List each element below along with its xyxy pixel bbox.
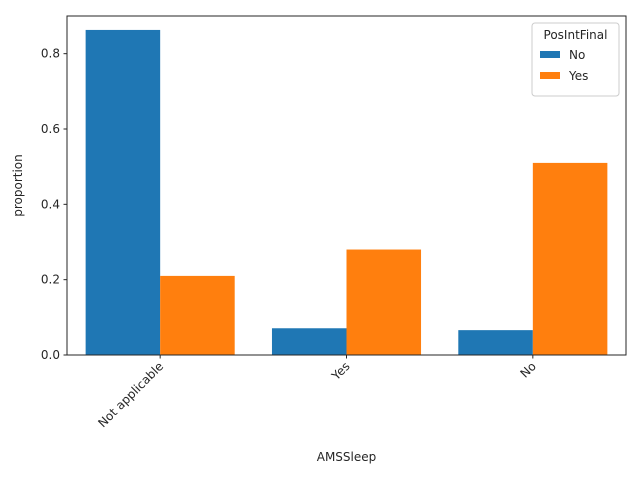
y-axis-label: proportion: [11, 154, 25, 217]
legend-swatch-yes: [540, 72, 560, 79]
x-axis-label: AMSSleep: [317, 450, 377, 464]
bar-yes-2: [532, 162, 608, 355]
legend-swatch-no: [540, 51, 560, 58]
y-tick-label: 0.0: [41, 348, 60, 362]
y-tick-label: 0.6: [41, 122, 60, 136]
legend-label-yes: Yes: [568, 69, 588, 83]
x-tick-label: No: [518, 359, 539, 380]
bar-yes-0: [160, 275, 235, 355]
legend-title: PosIntFinal: [544, 28, 608, 42]
y-tick-label: 0.8: [41, 47, 60, 61]
x-tick-label: Yes: [328, 359, 352, 383]
y-tick-label: 0.2: [41, 273, 60, 287]
bar-yes-1: [346, 249, 422, 355]
plot-frame: [66, 15, 627, 356]
legend: PosIntFinal No Yes: [531, 22, 620, 97]
bar-no-2: [458, 330, 533, 355]
bars-group: [85, 29, 608, 355]
y-tick-label: 0.4: [41, 197, 60, 211]
bar-no-0: [85, 29, 161, 355]
x-tick-label: Not applicable: [95, 359, 166, 430]
legend-label-no: No: [569, 48, 585, 62]
x-axis-ticks: Not applicable Yes No: [95, 355, 539, 430]
y-axis-ticks: 0.0 0.2 0.4 0.6 0.8: [41, 47, 67, 362]
bar-no-1: [271, 328, 347, 355]
